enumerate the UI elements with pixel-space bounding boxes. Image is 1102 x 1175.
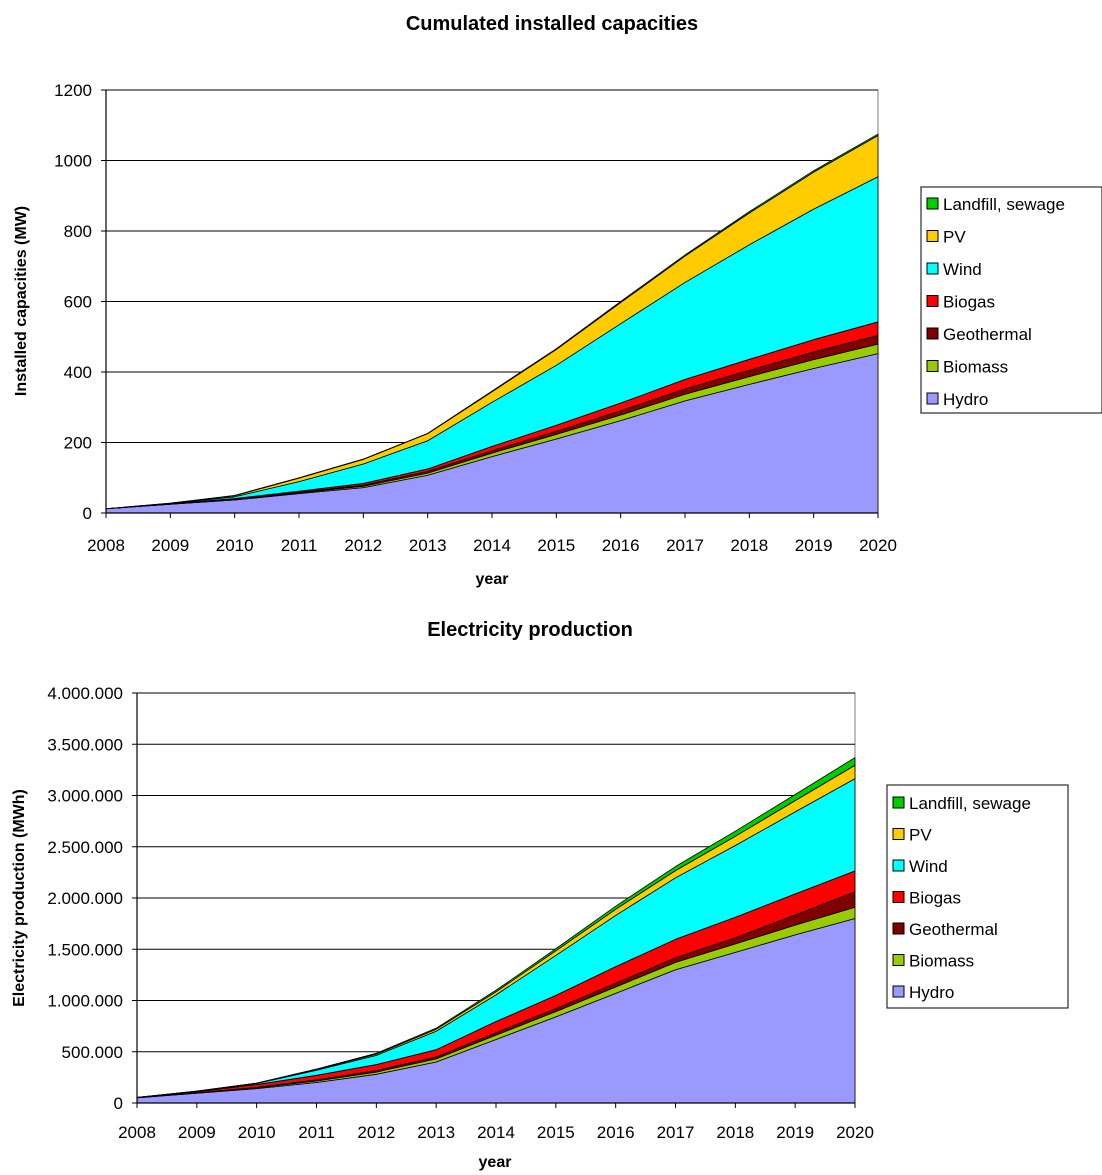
legend: Landfill, sewage PV Wind Biogas Geothermal Bi… (886, 784, 1069, 1009)
legend-swatch (926, 230, 939, 242)
x-tick-label: 2020 (836, 1123, 874, 1142)
legend-swatch (926, 360, 939, 372)
legend-swatch (926, 392, 939, 405)
legend-swatch (892, 859, 905, 872)
legend-label: Landfill, sewage (909, 794, 1031, 813)
x-tick-label: 2015 (537, 1123, 575, 1142)
chart-title: Electricity production (427, 619, 633, 641)
axes (101, 89, 879, 518)
legend-label: Wind (943, 260, 982, 279)
x-axis-title: year (476, 571, 509, 588)
y-tick-label: 800 (64, 222, 92, 241)
legend-items: Landfill, sewage PV Wind Biogas Geothermal Bi… (892, 794, 1031, 1002)
legend-label: Wind (909, 857, 948, 876)
x-tick-label: 2012 (357, 1123, 395, 1142)
x-tick-label: 2018 (716, 1123, 754, 1142)
x-tick-label: 2010 (216, 536, 254, 555)
x-tick-label: 2016 (602, 536, 640, 555)
y-tick-label: 1.500.000 (47, 940, 123, 959)
y-tick-label: 0 (114, 1094, 123, 1113)
legend-swatch (892, 922, 905, 935)
y-axis-title: Installed capacities (MW) (13, 206, 30, 396)
legend-label: PV (943, 228, 966, 247)
chart-electricity-production: Electricity production 0 500.000 1.000.000… (11, 619, 1069, 1171)
area-landfill-sewage (136, 757, 856, 1098)
legend-swatch (926, 197, 939, 210)
chart-title: Cumulated installed capacities (406, 13, 698, 35)
legend-label: Biomass (943, 358, 1008, 377)
x-tick-label: 2015 (537, 536, 575, 555)
y-tick-label: 0 (83, 504, 92, 523)
x-tick-label: 2010 (238, 1123, 276, 1142)
x-tick-label: 2019 (795, 536, 833, 555)
y-tick-label: 3.500.000 (47, 735, 123, 754)
legend-swatch (892, 796, 905, 809)
x-tick-label: 2008 (87, 536, 125, 555)
x-tick-labels: 2008 2009 2010 2011 2012 2013 2014 2015 2016 2017… (87, 536, 897, 555)
y-tick-label: 2.500.000 (47, 838, 123, 857)
legend-swatch (892, 891, 905, 903)
legend-label: Biogas (943, 293, 995, 312)
x-tick-label: 2016 (597, 1123, 635, 1142)
x-tick-label: 2020 (859, 536, 897, 555)
y-tick-label: 1.000.000 (47, 992, 123, 1011)
x-tick-label: 2019 (776, 1123, 814, 1142)
x-tick-label: 2014 (473, 536, 511, 555)
legend-swatch (892, 954, 905, 966)
axes (132, 692, 856, 1108)
legend-swatch (926, 327, 939, 340)
y-tick-labels: 0 200 400 600 800 1000 1200 (54, 81, 92, 523)
legend-label: Landfill, sewage (943, 195, 1065, 214)
x-axis-title: year (479, 1154, 512, 1171)
x-tick-label: 2011 (281, 536, 318, 555)
y-tick-labels: 0 500.000 1.000.000 1.500.000 2.000.000 2.500… (47, 684, 123, 1113)
x-tick-label: 2013 (417, 1123, 455, 1142)
legend-box (886, 784, 1069, 1009)
y-tick-label: 200 (64, 434, 92, 453)
legend-swatch (892, 828, 905, 840)
x-tick-label: 2017 (666, 536, 704, 555)
legend-box (920, 186, 1102, 414)
legend-label: Biomass (909, 952, 974, 971)
y-tick-label: 500.000 (62, 1043, 123, 1062)
legend-swatch (926, 262, 939, 275)
y-axis-title: Electricity production (MWh) (11, 789, 28, 1007)
legend-label: PV (909, 826, 932, 845)
legend-swatch (926, 295, 939, 307)
chart-installed-capacities: Cumulated installed capacities 0 200 400 60… (13, 13, 1102, 588)
x-tick-label: 2013 (409, 536, 447, 555)
x-tick-label: 2008 (118, 1123, 156, 1142)
legend-items: Landfill, sewage PV Wind Biogas Geothermal Bi… (926, 195, 1065, 409)
legend-label: Hydro (909, 983, 954, 1002)
y-tick-label: 3.000.000 (47, 787, 123, 806)
x-tick-label: 2009 (151, 536, 189, 555)
x-tick-label: 2011 (298, 1123, 335, 1142)
legend-label: Hydro (943, 390, 988, 409)
x-tick-label: 2014 (477, 1123, 515, 1142)
legend-label: Geothermal (943, 325, 1032, 344)
x-tick-label: 2018 (730, 536, 768, 555)
x-tick-label: 2012 (344, 536, 382, 555)
legend: Landfill, sewage PV Wind Biogas Geothermal Bi… (920, 186, 1102, 414)
x-tick-label: 2017 (657, 1123, 695, 1142)
x-tick-labels: 2008 2009 2010 2011 2012 2013 2014 2015 2016 2017… (118, 1123, 874, 1142)
legend-swatch (892, 985, 905, 998)
y-tick-label: 600 (64, 293, 92, 312)
y-tick-label: 1200 (54, 81, 92, 100)
y-tick-label: 2.000.000 (47, 889, 123, 908)
y-tick-label: 4.000.000 (47, 684, 123, 703)
y-tick-label: 1000 (54, 152, 92, 171)
legend-label: Geothermal (909, 920, 998, 939)
x-tick-label: 2009 (178, 1123, 216, 1142)
area-landfill-sewage (105, 133, 879, 510)
y-tick-label: 400 (64, 363, 92, 382)
legend-label: Biogas (909, 889, 961, 908)
